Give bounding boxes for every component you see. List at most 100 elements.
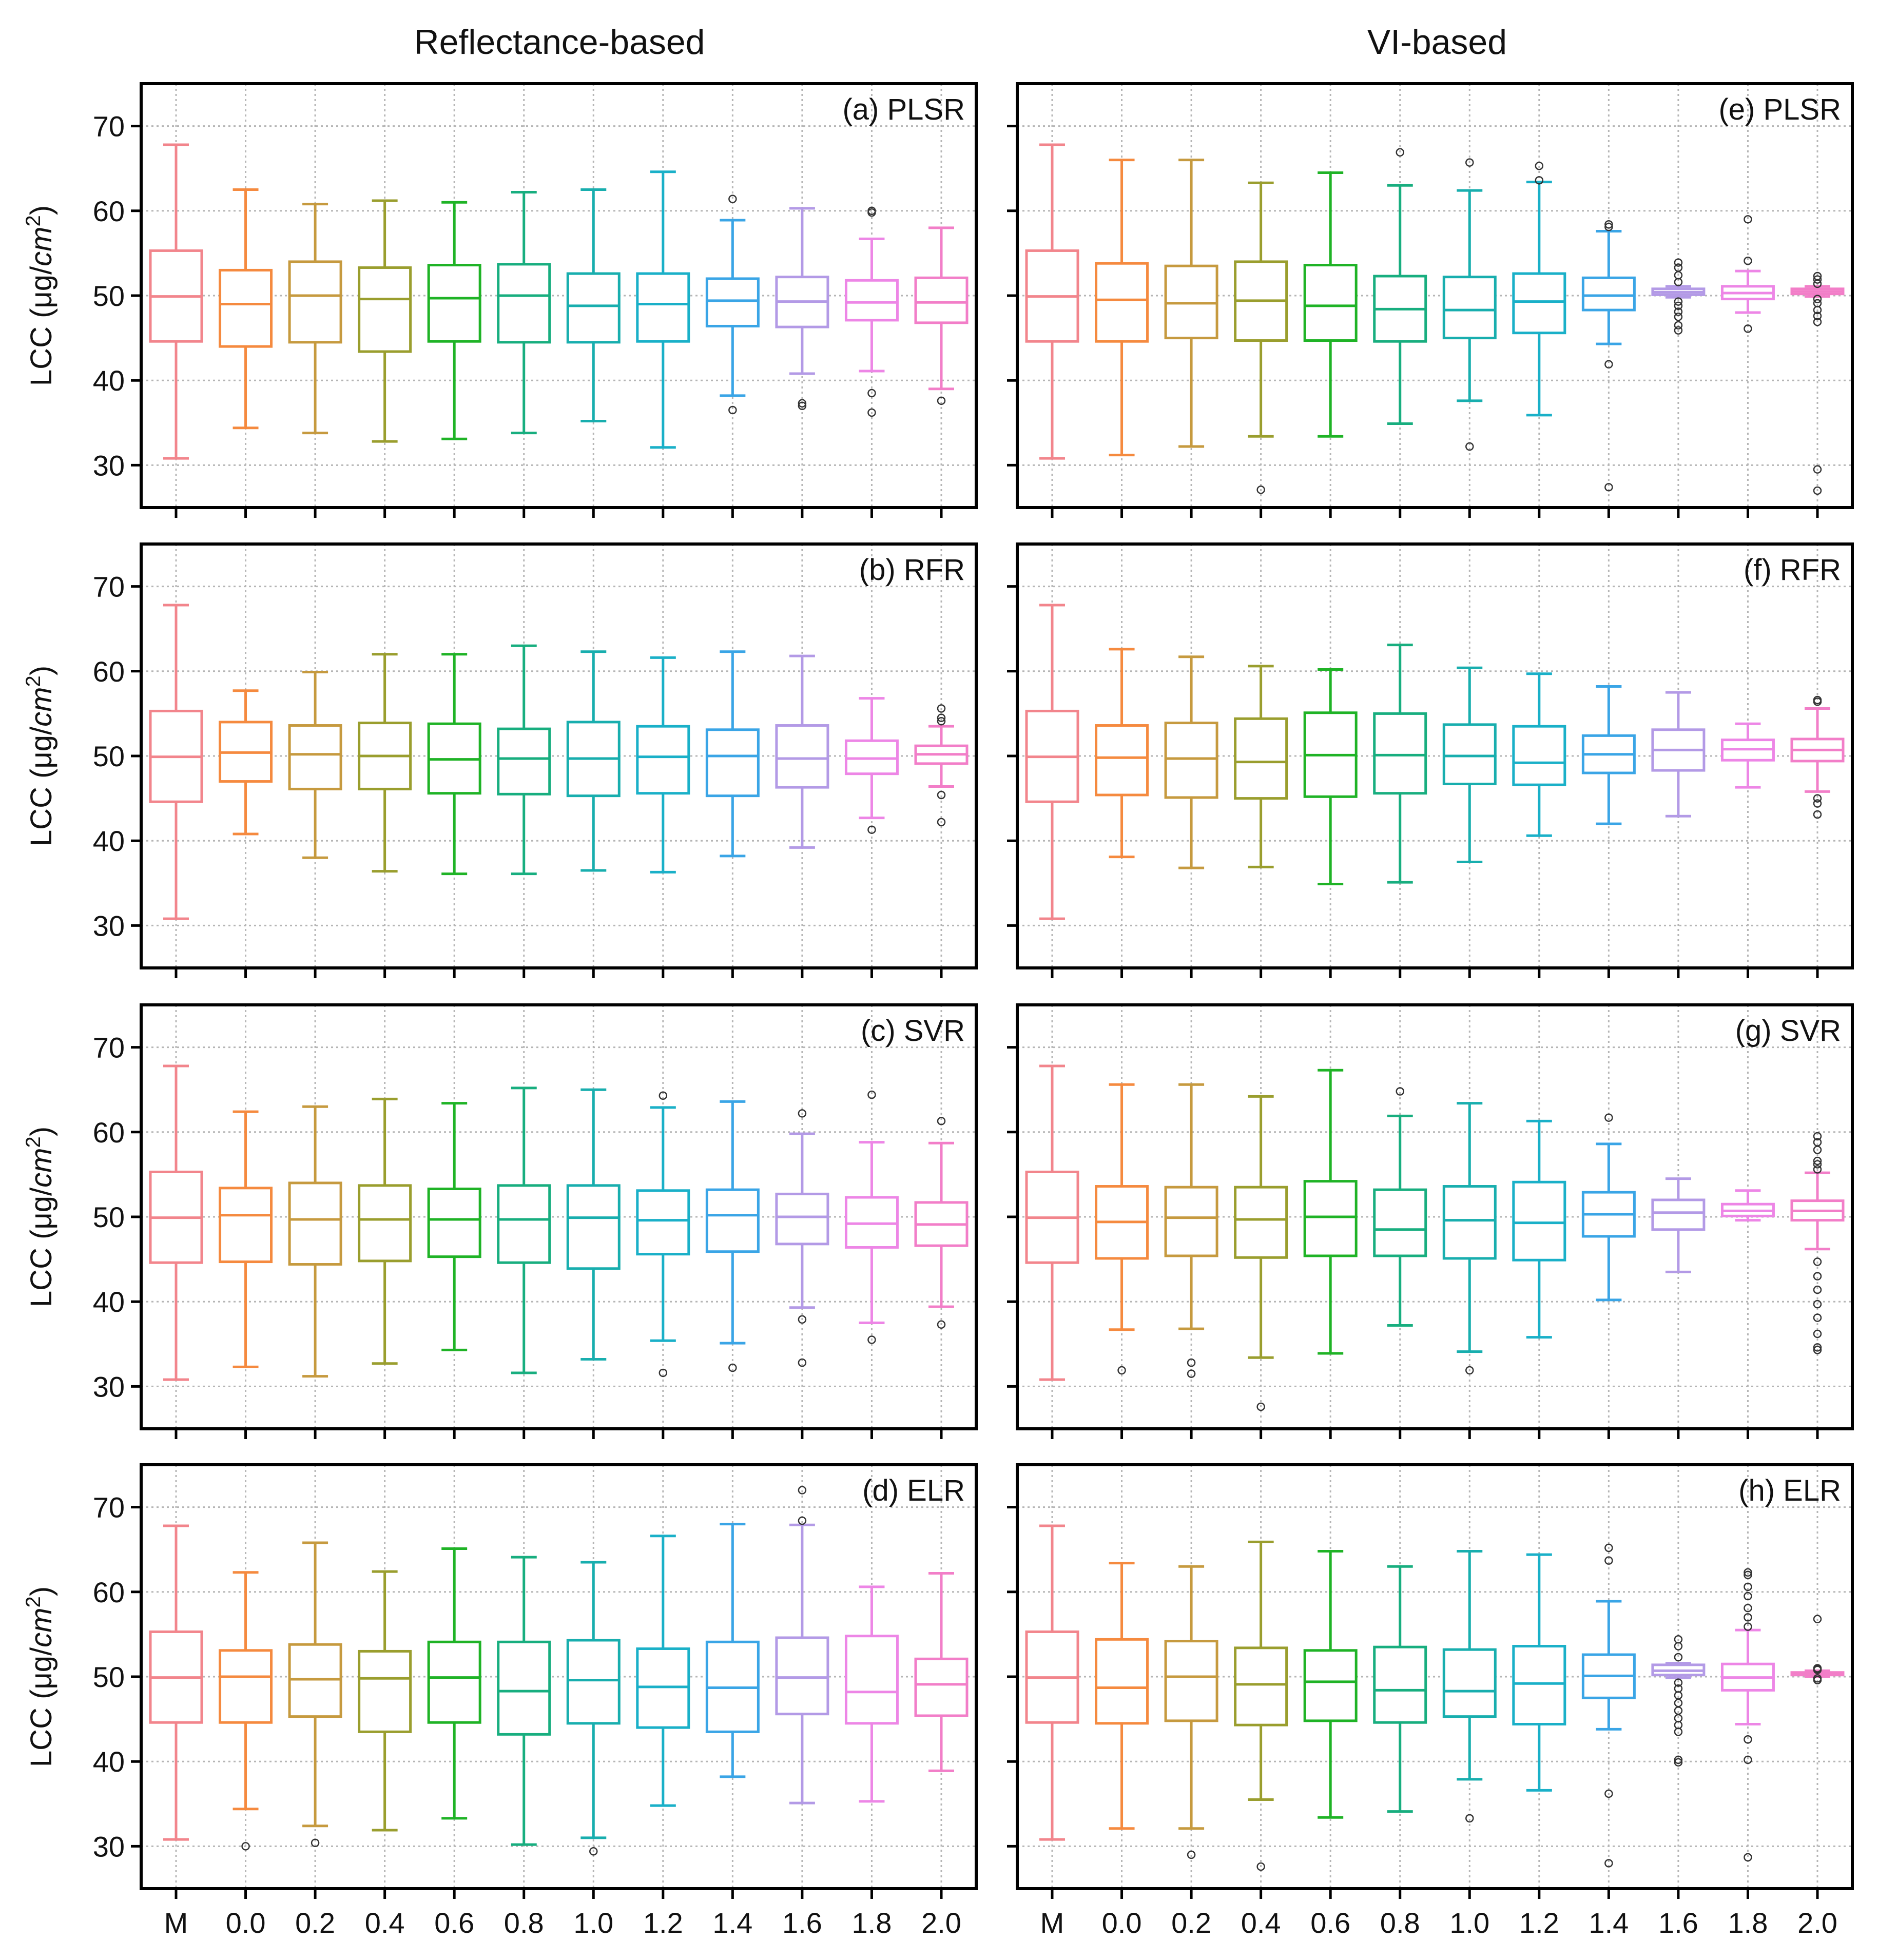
y-axis-label-text: LCC (μg/ (25, 1187, 58, 1307)
iqr-box (1164, 1640, 1218, 1722)
y-axis-label-unit: cm (25, 687, 58, 727)
box-M (1025, 143, 1079, 460)
panels: 30 40 50 60 70 (a) PLSR 30 40 50 60 70 (b) RFR 30 40 5… (93, 82, 1854, 1939)
iqr-box (914, 1657, 969, 1717)
x-tick-label: 0.2 (295, 1907, 335, 1939)
column-title-reflectance: Reflectance-based (414, 23, 705, 62)
box-0.4 (358, 653, 412, 873)
y-axis-label-unit: cm (25, 227, 58, 266)
iqr-box (1095, 724, 1149, 797)
iqr-box (1164, 722, 1218, 799)
iqr-box (1442, 276, 1497, 340)
box-1.6 (775, 207, 829, 411)
outlier-point (1604, 360, 1613, 369)
iqr-box (1581, 276, 1636, 312)
y-tick-label: 50 (93, 740, 125, 772)
iqr-box (914, 276, 969, 324)
outlier-point (1396, 1087, 1404, 1096)
outlier-point (1744, 1613, 1752, 1622)
outlier-point (1117, 1366, 1126, 1375)
box-1.8 (1720, 1189, 1775, 1222)
outlier-point (1744, 1603, 1752, 1613)
box-0.0 (219, 188, 273, 430)
iqr-box (775, 1192, 829, 1246)
outlier-point (798, 1109, 807, 1118)
outlier-point (1187, 1850, 1196, 1859)
outlier-point (1674, 313, 1683, 321)
outlier-point (937, 704, 946, 713)
panel-5: (e) PLSR (1007, 82, 1854, 518)
outlier-point (1813, 1329, 1822, 1338)
box-M (149, 1524, 203, 1841)
outlier-point (1744, 1853, 1752, 1862)
outlier-point (311, 1838, 320, 1848)
x-tick-label: M (164, 1907, 188, 1939)
outlier-point (241, 1842, 250, 1851)
panel-label: (f) RFR (1744, 553, 1841, 587)
box-0.4 (358, 199, 412, 443)
x-tick-label: 1.4 (1589, 1907, 1629, 1939)
box-0.0 (1095, 648, 1149, 859)
box-1.0 (1442, 1550, 1497, 1823)
iqr-box (358, 266, 412, 353)
iqr-box (497, 263, 551, 344)
box-0.8 (1373, 148, 1427, 425)
panel-label: (d) ELR (862, 1474, 965, 1507)
box-M (149, 1064, 203, 1381)
box-1.8 (844, 1585, 899, 1803)
x-tick-label: 1.4 (712, 1907, 752, 1939)
box-M (1025, 1524, 1079, 1841)
y-tick-label: 60 (93, 655, 125, 688)
outlier-point (1604, 1113, 1613, 1122)
panel-label: (c) SVR (861, 1014, 965, 1047)
outlier-point (1744, 1755, 1752, 1764)
iqr-box (288, 724, 342, 790)
box-0.2 (288, 670, 342, 859)
outlier-point (1604, 1859, 1613, 1868)
iqr-box (1373, 712, 1427, 795)
outlier-point (798, 1358, 807, 1367)
box-1.4 (1581, 1543, 1636, 1868)
outlier-point (1674, 321, 1683, 330)
iqr-box (636, 272, 690, 343)
box-1.0 (566, 1561, 621, 1856)
box-1.6 (1651, 1177, 1706, 1273)
box-1.2 (636, 1535, 690, 1807)
x-tick-label: 2.0 (1797, 1907, 1837, 1939)
box-0.2 (288, 203, 342, 435)
x-tick-label: M (1040, 1907, 1064, 1939)
x-tick-label: 1.8 (852, 1907, 892, 1939)
outlier-point (798, 399, 807, 408)
outlier-point (1256, 486, 1265, 494)
outlier-point (1813, 1676, 1822, 1684)
iqr-box (1095, 262, 1149, 343)
box-1.6 (1651, 691, 1706, 818)
iqr-box (1512, 1180, 1566, 1262)
outlier-point (1744, 1570, 1752, 1580)
outlier-point (1465, 1366, 1474, 1375)
outlier-point (1813, 1272, 1822, 1280)
box-0.2 (288, 1105, 342, 1378)
outlier-point (937, 790, 946, 800)
outlier-point (937, 818, 946, 827)
iqr-box (844, 279, 899, 322)
outlier-point (1744, 1592, 1752, 1601)
outlier-point (1674, 278, 1683, 286)
panel-label: (h) ELR (1738, 1474, 1841, 1507)
outlier-point (867, 408, 876, 417)
box-0.4 (1234, 665, 1288, 868)
x-tick-label: 1.8 (1728, 1907, 1768, 1939)
box-0.4 (358, 1570, 412, 1832)
iqr-box (358, 1184, 412, 1263)
panel-label: (g) SVR (1735, 1014, 1841, 1047)
x-tick-label: 0.2 (1171, 1907, 1211, 1939)
iqr-box (219, 1649, 273, 1724)
y-tick-label: 40 (93, 1286, 125, 1318)
box-1.6 (1651, 1635, 1706, 1767)
outlier-point (1465, 158, 1474, 167)
outlier-point (1813, 1343, 1822, 1352)
iqr-box (1512, 725, 1566, 786)
box-1.0 (1442, 666, 1497, 863)
y-axis-label-close: ) (25, 666, 58, 675)
